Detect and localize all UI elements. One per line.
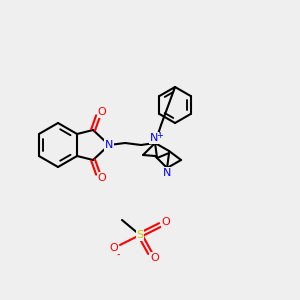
Text: O: O [98,173,106,183]
Text: -: - [116,249,120,259]
Text: S: S [136,230,144,240]
Text: +: + [157,131,164,140]
Text: O: O [98,107,106,117]
Text: O: O [162,217,170,227]
Text: N: N [105,140,113,150]
Text: O: O [151,253,159,263]
Text: N: N [150,133,158,143]
Text: O: O [110,243,118,253]
Text: N: N [163,168,171,178]
